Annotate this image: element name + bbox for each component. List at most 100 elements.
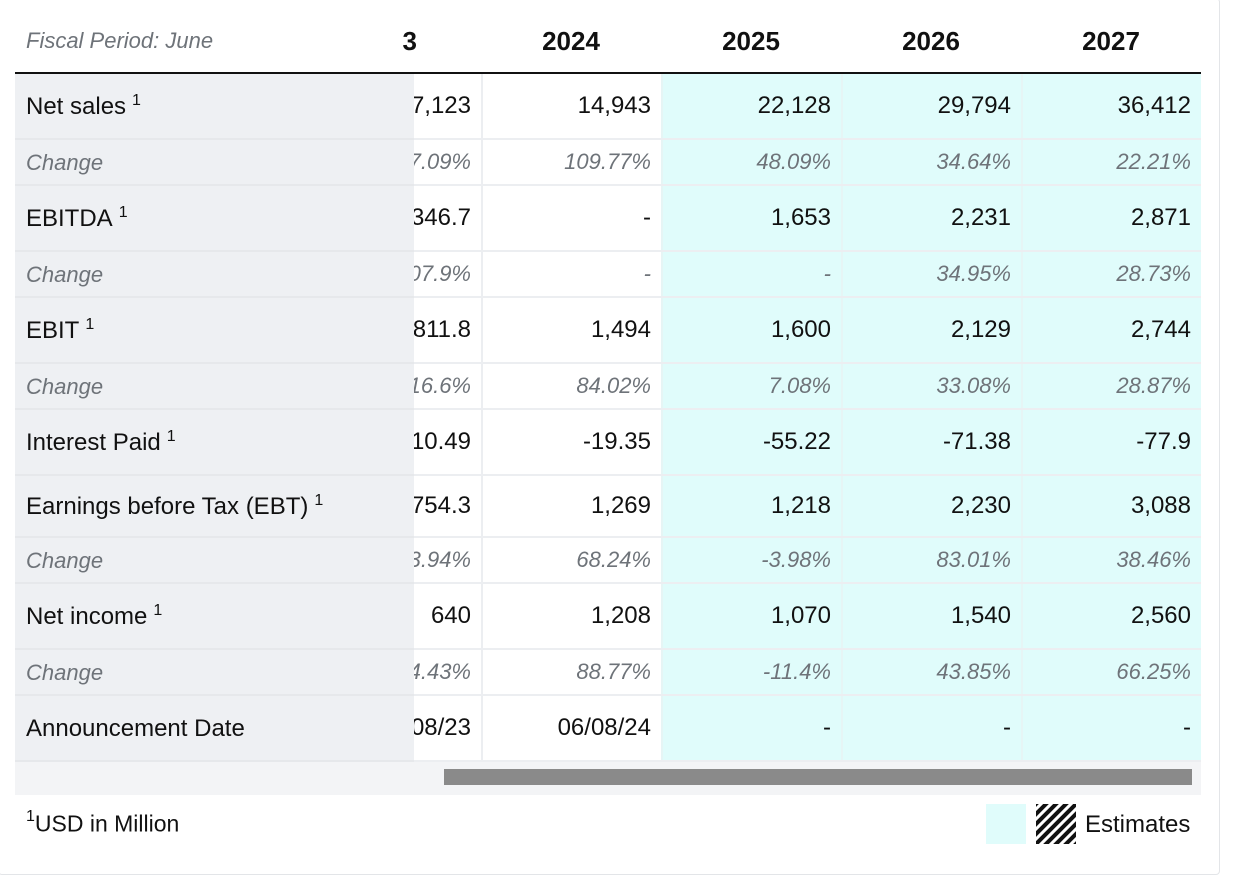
row-divider <box>15 760 414 762</box>
row-label-column: Net sales 1 Change EBITDA 1 Change EBIT 1 Change… <box>15 74 414 762</box>
table-cell: 84.02% <box>481 364 661 408</box>
year-header-2027: 2027 <box>1082 26 1140 56</box>
financials-table: Fiscal Period: June 3 2024 2025 2026 202… <box>15 0 1201 795</box>
row-label: Interest Paid 1 <box>26 410 176 476</box>
row-label-text: Change <box>26 660 104 685</box>
table-row: 16.6% 84.02% 7.08% 33.08% 28.87% <box>414 364 1201 410</box>
table-cell: 22.21% <box>1021 140 1201 184</box>
footnote-marker: 1 <box>132 92 141 109</box>
footnote-marker: 1 <box>85 316 95 333</box>
table-cell: 1,218 <box>661 476 841 536</box>
table-row: 07.9% - -34.95% 28.73% <box>414 252 1201 298</box>
row-label: Change <box>26 252 103 298</box>
row-divider <box>15 408 414 410</box>
table-cell: - <box>1021 696 1201 760</box>
year-header-2025: 2025 <box>722 26 780 56</box>
table-cell: 06/08/24 <box>481 696 661 760</box>
table-cell: 754.3 <box>414 476 481 536</box>
fiscal-period-label: Fiscal Period: June <box>26 28 214 53</box>
table-cell: - <box>481 186 661 250</box>
footnote: 1USD in Million <box>26 808 180 838</box>
table-cell: 48.09% <box>661 140 841 184</box>
table-cell: 38.46% <box>1021 538 1201 582</box>
footnote-marker: 1 <box>153 602 163 619</box>
table-row: 346.7-1,653 2,231 2,871 <box>414 186 1201 252</box>
table-cell: 22,128 <box>661 74 841 138</box>
table-cell: 2,744 <box>1021 298 1201 362</box>
table-cell: 109.77% <box>481 140 661 184</box>
table-cell: - <box>481 252 661 296</box>
table-cell: 10.49 <box>414 410 481 474</box>
table-row: 7.09% 109.77% 48.09% 34.64% 22.21% <box>414 140 1201 186</box>
legend-estimates-label: Estimates <box>1085 811 1191 838</box>
table-cell: 3.94% <box>414 538 481 582</box>
table-cell: 1,208 <box>481 584 661 648</box>
row-label-text: Announcement Date <box>26 715 245 742</box>
estimate-hatch-icon <box>1036 804 1076 844</box>
table-cell: 1,269 <box>481 476 661 536</box>
table-header: Fiscal Period: June 3 2024 2025 2026 202… <box>15 0 1201 74</box>
table-cell: 1,070 <box>661 584 841 648</box>
row-label-text: EBIT <box>26 317 80 344</box>
table-cell: 2,129 <box>841 298 1021 362</box>
row-label: Change <box>26 538 103 584</box>
table-cell: -55.22 <box>661 410 841 474</box>
footnote-marker: 1 <box>314 492 324 509</box>
table-cell: 1,494 <box>481 298 661 362</box>
row-label: Change <box>26 140 103 186</box>
row-label: Announcement Date <box>26 696 245 762</box>
row-divider <box>15 138 414 140</box>
table-cell: 08/23 <box>414 696 481 760</box>
data-columns: 7,123 14,943 22,128 29,794 36,412 7.09% 109.77… <box>414 74 1201 762</box>
row-label: Net income 1 <box>26 584 162 650</box>
row-label-text: Change <box>26 374 104 399</box>
table-cell: -11.4% <box>661 650 841 694</box>
table-cell: 640 <box>414 584 481 648</box>
footnote-marker: 1 <box>26 808 35 825</box>
row-divider <box>15 694 414 696</box>
row-divider <box>15 362 414 364</box>
row-label-text: Change <box>26 150 104 175</box>
table-row: 811.8 1,494 1,600 2,129 2,744 <box>414 298 1201 364</box>
row-label: EBIT 1 <box>26 298 94 364</box>
table-row: 754.3 1,269 1,218 2,230 3,088 <box>414 476 1201 538</box>
row-label-text: EBITDA <box>26 205 113 232</box>
row-label-text: Interest Paid <box>26 429 161 456</box>
row-label-text: Net income <box>26 603 148 630</box>
table-cell: 28.73% <box>1021 252 1201 296</box>
year-header-2024: 2024 <box>542 26 600 56</box>
row-divider <box>15 250 414 252</box>
table-cell: - <box>841 696 1021 760</box>
table-cell: 34.64% <box>841 140 1021 184</box>
footnote-marker: 1 <box>118 204 128 221</box>
table-cell: 1,600 <box>661 298 841 362</box>
row-divider <box>15 582 414 584</box>
row-label-text: Change <box>26 548 104 573</box>
table-cell: -3.98% <box>661 538 841 582</box>
table-cell: 29,794 <box>841 74 1021 138</box>
row-divider <box>15 648 414 650</box>
table-row: 08/23 06/08/24- - - <box>414 696 1201 762</box>
table-cell: 83.01% <box>841 538 1021 582</box>
table-cell: -71.38 <box>841 410 1021 474</box>
table-cell: 68.24% <box>481 538 661 582</box>
table-cell: 28.87% <box>1021 364 1201 408</box>
row-divider <box>15 296 414 298</box>
horizontal-scrollbar[interactable] <box>444 769 1192 785</box>
table-row: 4.43% 88.77% -11.4% 43.85% 66.25% <box>414 650 1201 696</box>
row-label: EBITDA 1 <box>26 186 128 252</box>
table-cell: 2,230 <box>841 476 1021 536</box>
row-label-text: Earnings before Tax (EBT) <box>26 493 309 520</box>
table-cell: 36,412 <box>1021 74 1201 138</box>
table-cell: 07.9% <box>414 252 481 296</box>
row-label: Change <box>26 364 103 410</box>
table-row: 7,123 14,943 22,128 29,794 36,412 <box>414 74 1201 140</box>
table-cell: 43.85% <box>841 650 1021 694</box>
table-cell: 7.09% <box>414 140 481 184</box>
footnote-text: USD in Million <box>34 810 180 837</box>
table-cell: 34.95% <box>841 252 1021 296</box>
table-cell: 2,231 <box>841 186 1021 250</box>
table-cell: 33.08% <box>841 364 1021 408</box>
table-cell: 4.43% <box>414 650 481 694</box>
table-cell: 1,540 <box>841 584 1021 648</box>
